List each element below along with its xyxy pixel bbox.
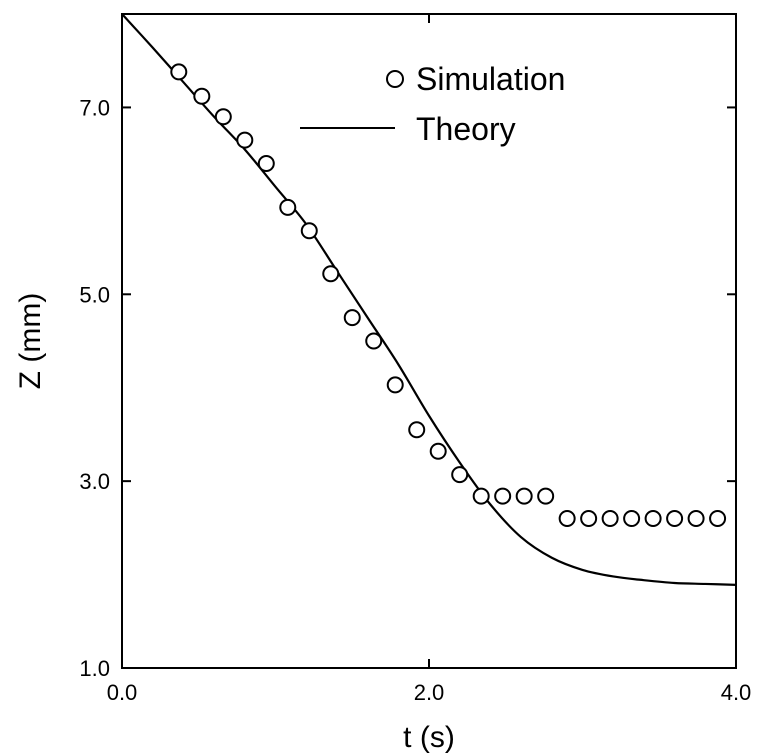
simulation-point — [451, 466, 469, 484]
theory-line — [121, 13, 737, 586]
legend: Simulation Theory — [300, 61, 565, 147]
y-tick-label: 5.0 — [79, 282, 110, 307]
simulation-point — [214, 108, 232, 126]
y-tick-label: 1.0 — [79, 656, 110, 681]
simulation-point — [537, 487, 555, 505]
simulation-point — [666, 510, 684, 528]
x-tick-label: 4.0 — [721, 680, 752, 705]
simulation-point — [193, 87, 211, 105]
x-axis-label: t (s) — [403, 721, 455, 754]
legend-simulation-marker — [386, 70, 404, 88]
simulation-point — [343, 309, 361, 327]
simulation-point — [687, 510, 705, 528]
simulation-point — [300, 222, 318, 240]
simulation-point — [472, 487, 490, 505]
simulation-point — [515, 487, 533, 505]
simulation-point — [580, 510, 598, 528]
simulation-point — [644, 510, 662, 528]
simulation-point — [601, 510, 619, 528]
simulation-point — [709, 510, 727, 528]
simulation-point — [236, 131, 254, 149]
simulation-point — [429, 442, 447, 460]
simulation-point — [408, 421, 426, 439]
simulation-point — [365, 332, 383, 350]
simulation-series — [170, 63, 727, 528]
simulation-point — [170, 63, 188, 81]
simulation-point — [322, 265, 340, 283]
simulation-point — [257, 154, 275, 172]
simulation-point — [494, 487, 512, 505]
y-tick-label: 7.0 — [79, 95, 110, 120]
simulation-point — [279, 198, 297, 216]
x-tick-label: 0.0 — [107, 680, 138, 705]
simulation-point — [623, 510, 641, 528]
legend-simulation-label: Simulation — [416, 61, 565, 97]
legend-theory-label: Theory — [416, 111, 516, 147]
y-axis-label: Z (mm) — [14, 293, 47, 390]
x-tick-label: 2.0 — [414, 680, 445, 705]
theory-series — [121, 13, 737, 586]
simulation-point — [386, 376, 404, 394]
simulation-point — [558, 510, 576, 528]
y-tick-label: 3.0 — [79, 469, 110, 494]
axis-ticks: 0.0 2.0 4.0 1.0 3.0 5.0 7.0 — [79, 14, 751, 705]
